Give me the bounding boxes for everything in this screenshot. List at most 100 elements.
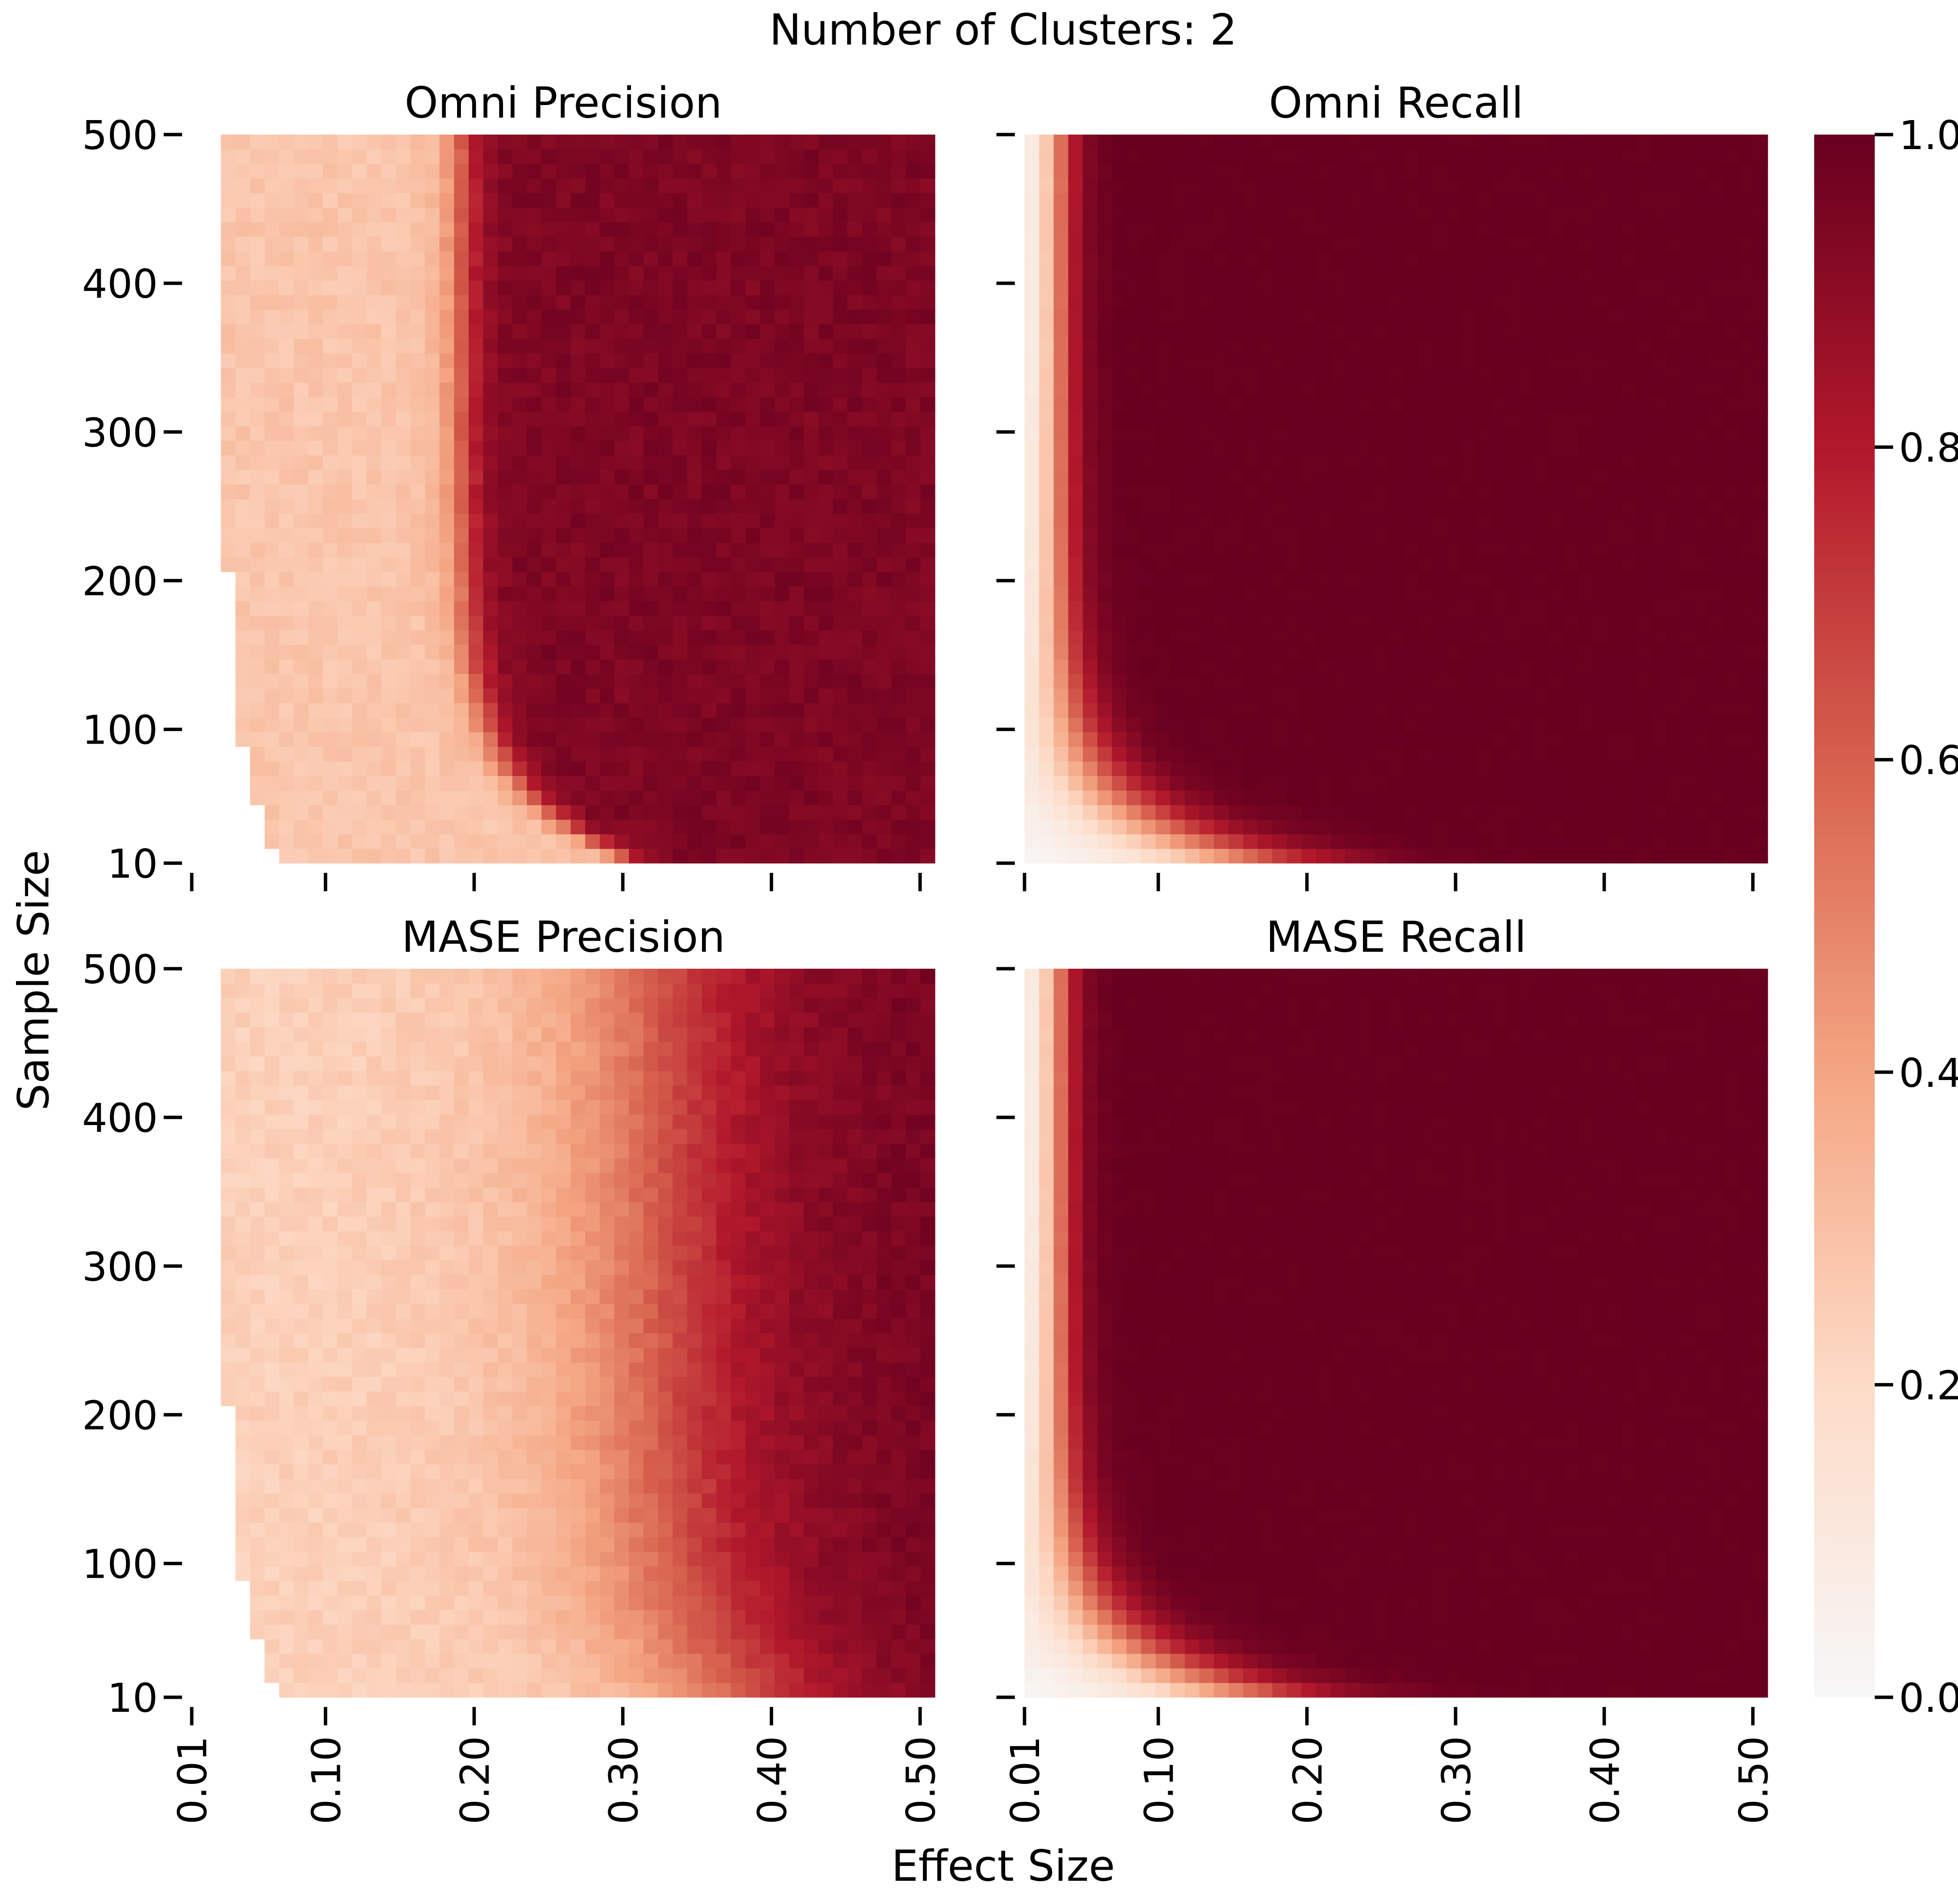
heatmap-cell bbox=[425, 761, 440, 776]
heatmap-cell bbox=[541, 338, 557, 354]
heatmap-cell bbox=[1286, 309, 1302, 324]
heatmap-cell bbox=[1505, 586, 1520, 601]
heatmap-cell bbox=[1418, 819, 1433, 835]
heatmap-cell bbox=[1461, 673, 1477, 689]
heatmap-cell bbox=[322, 470, 338, 485]
heatmap-cell bbox=[687, 426, 703, 441]
heatmap-cell bbox=[425, 382, 440, 397]
heatmap-cell bbox=[905, 542, 921, 558]
heatmap-cell bbox=[818, 295, 833, 310]
heatmap-cell bbox=[1389, 309, 1404, 324]
heatmap-cell bbox=[396, 324, 411, 339]
heatmap-cell bbox=[1199, 470, 1214, 485]
heatmap-cell bbox=[876, 135, 892, 150]
heatmap-cell bbox=[599, 805, 615, 820]
heatmap-cell bbox=[1286, 338, 1302, 354]
heatmap-cell bbox=[1389, 790, 1404, 806]
heatmap-cell bbox=[833, 265, 848, 281]
heatmap-cell bbox=[264, 776, 280, 791]
heatmap-cell bbox=[454, 513, 469, 529]
heatmap-cell bbox=[1257, 673, 1273, 689]
heatmap-cell bbox=[1447, 455, 1462, 470]
heatmap-cell bbox=[541, 615, 557, 630]
heatmap-cell bbox=[1185, 280, 1200, 295]
heatmap-cell bbox=[862, 149, 877, 164]
heatmap-cell bbox=[468, 441, 484, 456]
heatmap-cell bbox=[1578, 353, 1593, 368]
heatmap-cell bbox=[905, 396, 921, 412]
heatmap-cell bbox=[454, 309, 469, 324]
heatmap-cell bbox=[410, 441, 426, 456]
heatmap-cell bbox=[381, 572, 396, 587]
heatmap-cell bbox=[352, 426, 367, 441]
heatmap-cell bbox=[556, 367, 571, 383]
heatmap-cell bbox=[1666, 382, 1681, 397]
heatmap-cell bbox=[614, 222, 629, 237]
heatmap-cell bbox=[1185, 265, 1200, 281]
heatmap-cell bbox=[585, 834, 600, 849]
heatmap-cell bbox=[1243, 513, 1258, 529]
heatmap-cell bbox=[876, 164, 892, 179]
heatmap-cell bbox=[1345, 193, 1360, 208]
heatmap-cell bbox=[1141, 630, 1156, 645]
heatmap-cell bbox=[1403, 615, 1419, 630]
heatmap-cell bbox=[468, 193, 484, 208]
heatmap-cell bbox=[570, 309, 586, 324]
heatmap-cell bbox=[1345, 324, 1360, 339]
heatmap-cell bbox=[1563, 411, 1579, 426]
heatmap-cell bbox=[1476, 513, 1491, 529]
heatmap-cell bbox=[293, 819, 309, 835]
heatmap-cell bbox=[1476, 135, 1491, 150]
heatmap-cell bbox=[774, 455, 790, 470]
heatmap-cell bbox=[1214, 484, 1229, 500]
heatmap-cell bbox=[876, 149, 892, 164]
heatmap-cell bbox=[1651, 455, 1666, 470]
heatmap-cell bbox=[1083, 615, 1098, 630]
heatmap-cell bbox=[731, 353, 746, 368]
heatmap-cell bbox=[1185, 135, 1200, 150]
heatmap-cell bbox=[1039, 353, 1054, 368]
heatmap-cell bbox=[1592, 848, 1608, 864]
heatmap-cell bbox=[483, 499, 498, 514]
heatmap-cell bbox=[1185, 732, 1200, 747]
heatmap-cell bbox=[1331, 338, 1346, 354]
heatmap-cell bbox=[1360, 178, 1375, 193]
heatmap-cell bbox=[1520, 673, 1535, 689]
heatmap-cell bbox=[1345, 702, 1360, 718]
heatmap-cell bbox=[731, 644, 746, 660]
heatmap-cell bbox=[337, 382, 352, 397]
heatmap-cell bbox=[1403, 499, 1419, 514]
heatmap-cell bbox=[1126, 746, 1142, 762]
heatmap-cell bbox=[1112, 338, 1127, 354]
heatmap-cell bbox=[1607, 848, 1622, 864]
heatmap-cell bbox=[1025, 280, 1040, 295]
heatmap-cell bbox=[702, 717, 717, 732]
heatmap-cell bbox=[1286, 353, 1302, 368]
heatmap-cell bbox=[1199, 601, 1214, 616]
heatmap-cell bbox=[352, 557, 367, 572]
heatmap-cell bbox=[1214, 178, 1229, 193]
heatmap-cell bbox=[308, 673, 323, 689]
heatmap-cell bbox=[570, 659, 586, 674]
heatmap-cell bbox=[673, 280, 688, 295]
heatmap-cell bbox=[1695, 776, 1710, 791]
heatmap-cell bbox=[468, 426, 484, 441]
heatmap-cell bbox=[847, 601, 863, 616]
heatmap-cell bbox=[483, 601, 498, 616]
heatmap-cell bbox=[847, 164, 863, 179]
heatmap-cell bbox=[760, 746, 775, 762]
heatmap-cell bbox=[1709, 193, 1725, 208]
heatmap-cell bbox=[905, 702, 921, 718]
heatmap-cell bbox=[1214, 251, 1229, 266]
heatmap-cell bbox=[1360, 236, 1375, 252]
heatmap-cell bbox=[556, 834, 571, 849]
heatmap-cell bbox=[1622, 193, 1637, 208]
heatmap-cell bbox=[760, 644, 775, 660]
heatmap-cell bbox=[1228, 207, 1244, 223]
heatmap-cell bbox=[1432, 470, 1448, 485]
heatmap-cell bbox=[599, 702, 615, 718]
heatmap-cell bbox=[1578, 790, 1593, 806]
heatmap-cell bbox=[774, 528, 790, 543]
heatmap-cell bbox=[1257, 513, 1273, 529]
heatmap-cell bbox=[352, 746, 367, 762]
